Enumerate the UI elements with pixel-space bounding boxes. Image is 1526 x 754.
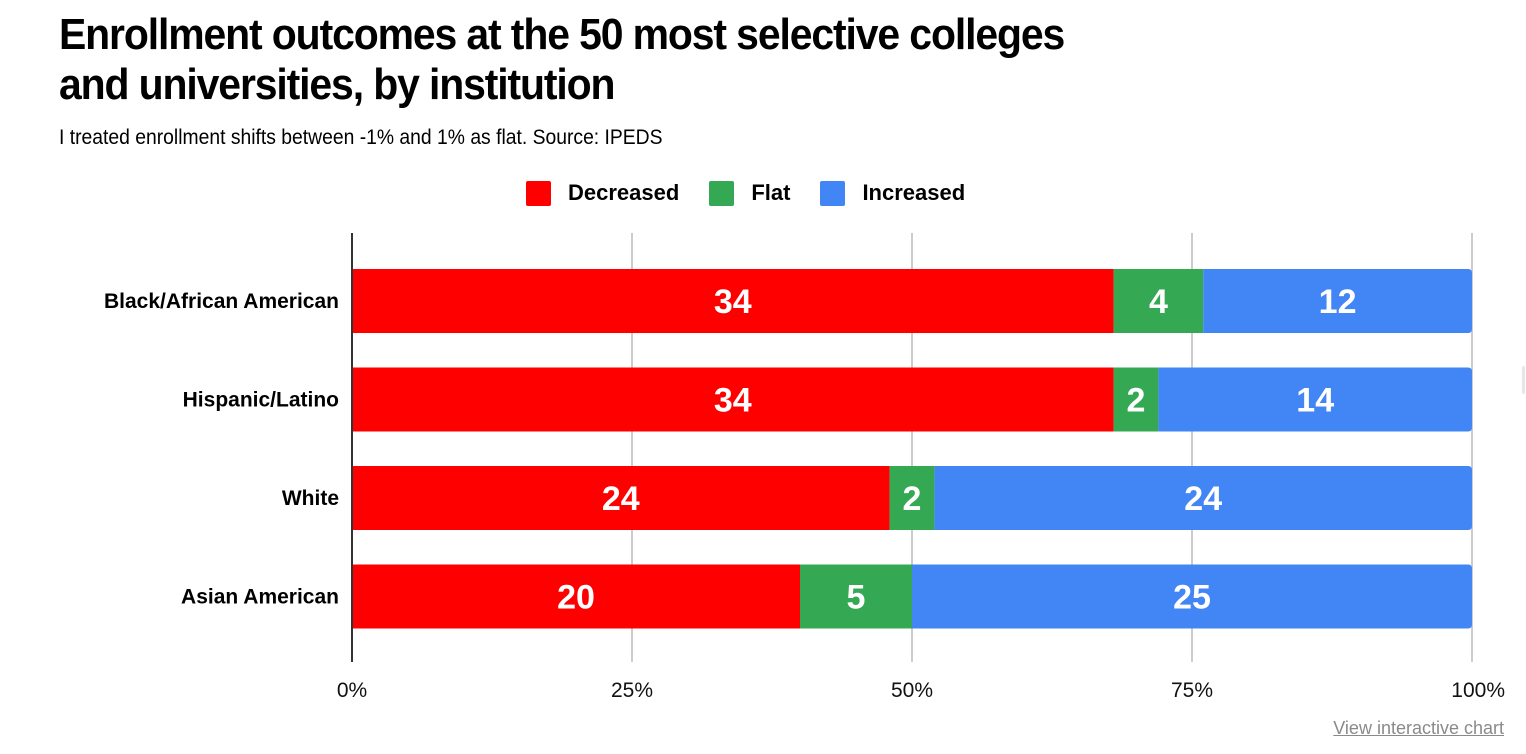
category-labels: Black/African American Hispanic/Latino Whi…	[104, 290, 339, 609]
data-label-black-african-american-increased: 12	[1319, 283, 1357, 321]
category-label-hispanic-latino: Hispanic/Latino	[183, 389, 339, 412]
data-label-asian-american-increased: 25	[1173, 579, 1211, 617]
view-interactive-chart-link[interactable]: View interactive chart	[1333, 718, 1504, 738]
x-tick-label-75: 75%	[1171, 679, 1213, 702]
category-label-black-african-american: Black/African American	[104, 290, 339, 313]
bars: 34 4 12 34 2 14 24 2 24 20 5 25	[352, 269, 1472, 629]
data-label-hispanic-latino-flat: 2	[1127, 382, 1146, 420]
bar-row-hispanic-latino: 34 2 14	[352, 367, 1472, 432]
bar-segment-white-increased[interactable]	[934, 466, 1472, 530]
bar-segment-hispanic-latino-decreased[interactable]	[352, 367, 1114, 432]
data-label-white-decreased: 24	[602, 480, 640, 518]
data-label-white-increased: 24	[1184, 480, 1222, 518]
bar-row-black-african-american: 34 4 12	[352, 269, 1472, 333]
legend-swatch-flat	[709, 180, 735, 206]
x-tick-label-25: 25%	[611, 679, 653, 702]
bar-row-white: 24 2 24	[352, 466, 1472, 530]
legend-label-increased: Increased	[862, 180, 966, 205]
x-tick-label-100: 100%	[1451, 679, 1505, 702]
bar-segment-hispanic-latino-increased[interactable]	[1158, 367, 1472, 432]
bar-segment-black-african-american-increased[interactable]	[1203, 269, 1472, 333]
bar-row-asian-american: 20 5 25	[352, 564, 1472, 629]
legend: Decreased Flat Increased	[526, 178, 995, 208]
x-tick-labels: 0% 25% 50% 75% 100%	[337, 679, 1505, 702]
data-label-asian-american-decreased: 20	[557, 579, 595, 617]
bar-segment-asian-american-decreased[interactable]	[352, 564, 800, 629]
data-label-white-flat: 2	[903, 480, 922, 518]
bar-segment-black-african-american-decreased[interactable]	[352, 269, 1114, 333]
legend-label-flat: Flat	[751, 180, 791, 205]
bar-segment-asian-american-flat[interactable]	[800, 564, 912, 629]
legend-item-flat[interactable]: Flat	[709, 180, 790, 206]
bar-segment-black-african-american-flat[interactable]	[1113, 269, 1204, 333]
scrollbar[interactable]	[1522, 366, 1525, 394]
chart-title-line-2: and universities, by institution	[59, 60, 616, 109]
bar-segment-white-decreased[interactable]	[352, 466, 890, 530]
data-label-black-african-american-decreased: 34	[714, 283, 752, 321]
bar-segment-asian-american-increased[interactable]	[912, 564, 1472, 629]
legend-item-decreased[interactable]: Decreased	[526, 180, 679, 206]
legend-swatch-decreased	[526, 180, 551, 206]
legend-label-decreased: Decreased	[568, 180, 680, 205]
data-label-hispanic-latino-increased: 14	[1296, 382, 1334, 420]
chart-title: Enrollment outcomes at the 50 most selec…	[59, 10, 1268, 110]
legend-swatch-increased	[820, 180, 846, 206]
x-tick-label-0: 0%	[337, 679, 367, 702]
category-label-asian-american: Asian American	[181, 586, 339, 609]
data-label-black-african-american-flat: 4	[1149, 283, 1168, 321]
x-tick-label-50: 50%	[891, 679, 933, 702]
chart-title-line-1: Enrollment outcomes at the 50 most selec…	[59, 10, 1065, 59]
bar-segment-hispanic-latino-flat[interactable]	[1113, 367, 1159, 432]
data-label-hispanic-latino-decreased: 34	[714, 382, 752, 420]
chart-subtitle: I treated enrollment shifts between -1% …	[59, 126, 663, 149]
bar-segment-white-flat[interactable]	[889, 466, 935, 530]
legend-item-increased[interactable]: Increased	[820, 180, 965, 206]
data-label-asian-american-flat: 5	[847, 579, 866, 617]
category-label-white: White	[282, 487, 339, 510]
